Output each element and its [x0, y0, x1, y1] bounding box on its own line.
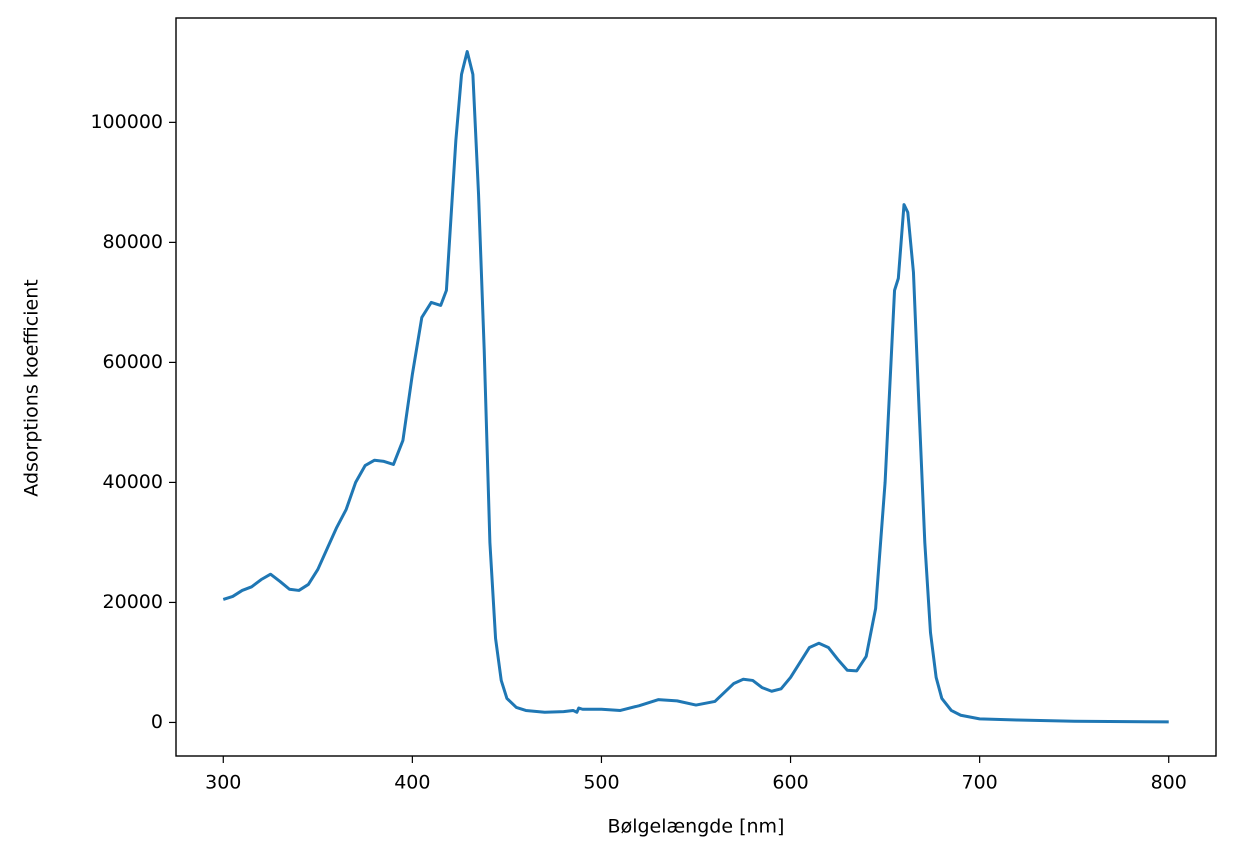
x-tick-label: 800: [1151, 772, 1187, 794]
y-tick-label: 20000: [103, 591, 163, 613]
x-tick-label: 400: [394, 772, 430, 794]
x-tick-label: 600: [772, 772, 808, 794]
x-tick-label: 500: [583, 772, 619, 794]
x-tick-label: 700: [962, 772, 998, 794]
x-tick-label: 300: [205, 772, 241, 794]
x-axis-label: Bølgelængde [nm]: [608, 816, 785, 838]
y-tick-label: 0: [151, 711, 163, 733]
plot-frame: [175, 17, 1217, 757]
y-tick-label: 40000: [103, 471, 163, 493]
data-line: [222, 50, 1169, 724]
y-tick-label: 80000: [103, 231, 163, 253]
y-axis-label: Adsorptions koefficient: [21, 279, 43, 496]
y-tick-label: 100000: [90, 111, 163, 133]
y-tick-label: 60000: [103, 351, 163, 373]
